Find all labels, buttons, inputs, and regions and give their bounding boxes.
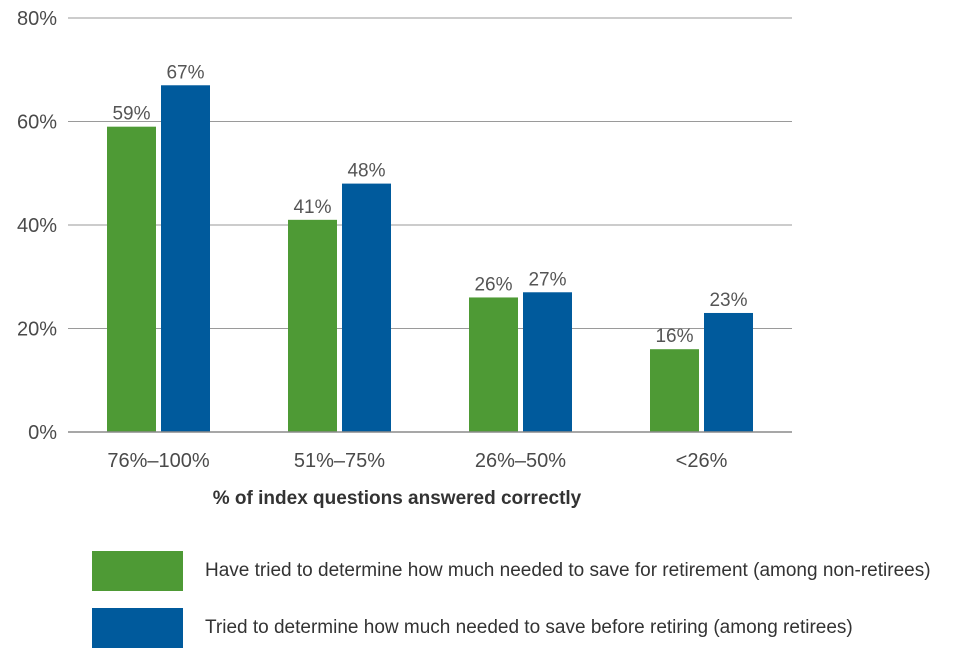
legend-swatch-retirees [92,608,183,648]
bar-chart: 0%20%40%60%80% 59%67%41%48%26% 27%16%23% … [17,8,792,509]
x-axis-title: % of index questions answered correctly [213,488,582,509]
y-tick-label: 60% [17,112,57,134]
data-label: 23% [709,290,747,311]
y-tick-label: 20% [17,319,57,341]
legend-label-retirees: Tried to determine how much needed to sa… [205,617,853,638]
data-label: 67% [166,62,204,83]
bars [107,85,753,433]
bar-series1-3 [704,312,753,432]
data-label: 59% [112,104,150,125]
y-tick-label: 40% [17,215,57,237]
x-tick-label: 76%–100% [107,450,210,472]
legend-label-non-retirees: Have tried to determine how much needed … [205,560,931,581]
y-tick-label: 80% [17,8,57,30]
bar-series1-2 [523,292,572,432]
data-label: 16% [655,326,693,347]
x-tick-label: 51%–75% [294,450,385,472]
bar-series1-1 [342,183,391,432]
bar-series0-0 [107,126,156,433]
data-labels: 59% 67% 41% 48% 26% 27% 16% 23% [112,62,747,347]
x-axis-tick-labels: 76%–100% 51%–75% 26%–50% <26% [107,450,727,472]
x-tick-label: <26% [676,450,728,472]
data-label: 26% [474,274,512,295]
bar-series0-2 [469,297,518,432]
x-tick-label: 26%–50% [475,450,566,472]
data-label: 41% [293,197,331,218]
bar-series0-1 [288,219,337,432]
bar-series1-0 [161,85,210,433]
bar-series0-3 [650,349,699,432]
y-axis-tick-labels: 0% 20% 40% 60% 80% [17,8,57,444]
y-tick-label: 0% [28,422,57,444]
legend-item-non-retirees: Have tried to determine how much needed … [92,551,931,591]
legend-item-retirees: Tried to determine how much needed to sa… [92,608,853,648]
data-label: 48% [347,161,385,182]
data-label: 27% [528,269,566,290]
legend-swatch-non-retirees [92,551,183,591]
